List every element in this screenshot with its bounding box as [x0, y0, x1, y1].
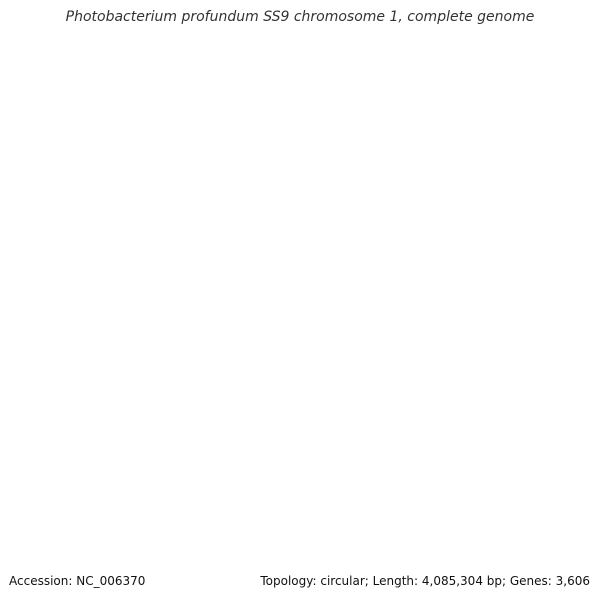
accession-text: Accession: NC_006370: [9, 574, 146, 588]
genome-stats-text: Topology: circular; Length: 4,085,304 bp…: [260, 574, 590, 588]
map-title: Photobacterium profundum SS9 chromosome …: [65, 9, 535, 25]
